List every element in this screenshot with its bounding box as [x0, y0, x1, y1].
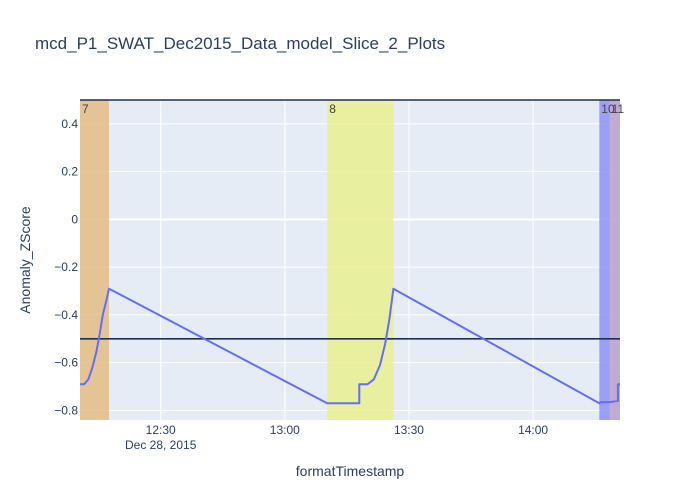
band-label: 7 [82, 102, 89, 116]
chart-title: mcd_P1_SWAT_Dec2015_Data_model_Slice_2_P… [35, 34, 446, 53]
series-group [80, 287, 620, 405]
x-tick-label: 13:30 [394, 423, 424, 437]
y-tick-label: −0.4 [54, 308, 78, 322]
threshold-lines [80, 99, 620, 340]
series-line [80, 287, 620, 405]
highlight-band [327, 100, 394, 420]
y-tick-label: −0.6 [54, 356, 78, 370]
band-label: 11 [612, 102, 625, 116]
highlight-bands [80, 100, 620, 420]
highlight-band [80, 100, 109, 420]
band-label: 10 [601, 102, 615, 116]
x-axis-title: formatTimestamp [296, 463, 405, 479]
x-tick-sublabel: Dec 28, 2015 [125, 438, 197, 452]
highlight-band [609, 100, 620, 420]
y-tick-label: 0.2 [61, 165, 78, 179]
x-tick-label: 14:00 [518, 423, 548, 437]
y-tick-label: 0.4 [61, 117, 78, 131]
y-tick-label: −0.2 [54, 260, 78, 274]
y-tick-label: 0 [71, 212, 78, 226]
y-axis-title: Anomaly_ZScore [17, 206, 33, 314]
band-label: 8 [329, 102, 336, 116]
y-tick-labels: 0.4 0.2 0 −0.2 −0.4 −0.6 −0.8 [54, 117, 78, 418]
x-tick-label: 12:30 [146, 423, 176, 437]
x-tick-label: 13:00 [270, 423, 300, 437]
y-tick-label: −0.8 [54, 403, 78, 417]
